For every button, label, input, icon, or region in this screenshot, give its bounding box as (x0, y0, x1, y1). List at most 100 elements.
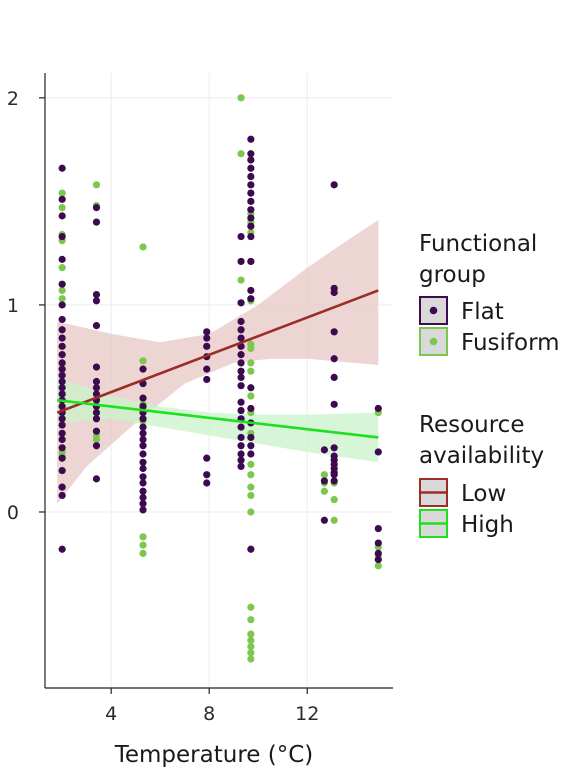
point-flat (237, 317, 245, 326)
point-flat (247, 433, 255, 442)
point-flat (92, 290, 101, 299)
point-flat (237, 433, 245, 442)
point-flat (237, 398, 245, 406)
point-flat (237, 423, 245, 431)
point-flat (374, 549, 382, 558)
point-flat (58, 301, 66, 309)
point-flat (92, 322, 101, 330)
point-flat (374, 524, 382, 533)
point-flat (237, 351, 245, 359)
point-flat (237, 299, 245, 307)
legend-label-flat: Flat (461, 299, 504, 325)
point-fusiform (247, 483, 255, 491)
confidence-bands (57, 220, 379, 504)
point-flat (203, 342, 211, 350)
point-flat (58, 365, 66, 373)
point-fusiform (247, 642, 255, 651)
point-flat (237, 367, 245, 375)
fit-line-high (57, 398, 379, 439)
point-fusiform (330, 495, 338, 504)
point-fusiform (374, 562, 382, 570)
point-flat (139, 429, 147, 437)
point-flat (58, 454, 66, 462)
point-flat (237, 359, 245, 367)
point-flat (92, 377, 101, 386)
point-flat (92, 475, 101, 483)
point-flat (139, 415, 147, 423)
point-flat (203, 471, 211, 479)
point-flat (237, 462, 245, 471)
x-tick-label: 12 (295, 703, 319, 725)
point-flat (247, 222, 255, 230)
point-flat (237, 450, 245, 458)
legend-title-resource-availability: availability (419, 443, 544, 469)
point-flat (237, 373, 245, 381)
confidence-band-low (57, 220, 379, 504)
point-flat (320, 446, 328, 454)
point-flat (247, 257, 255, 266)
y-tick-label: 1 (7, 295, 19, 317)
legend-dot-flat (429, 306, 438, 315)
point-flat (247, 181, 255, 189)
point-flat (247, 295, 255, 303)
point-flat (330, 288, 338, 297)
point-flat (320, 477, 328, 485)
fit-line-low (56, 289, 379, 414)
point-fusiform (58, 286, 66, 295)
point-flat (237, 406, 245, 415)
point-flat (247, 135, 255, 143)
legend-title-functional-group: Functional (419, 231, 537, 257)
point-flat (203, 454, 211, 462)
point-flat (58, 429, 66, 437)
legend-label-fusiform: Fusiform (461, 330, 560, 356)
point-flat (92, 384, 101, 392)
point-flat (237, 257, 245, 266)
point-flat (58, 435, 66, 444)
point-fusiform (247, 636, 255, 644)
point-flat (247, 150, 255, 158)
point-flat (247, 384, 255, 392)
legend-dot-fusiform (429, 337, 438, 346)
point-fusiform (92, 435, 101, 444)
point-fusiform (247, 359, 255, 367)
point-fusiform (247, 471, 255, 479)
point-flat (58, 384, 66, 392)
point-flat (139, 458, 147, 466)
point-flat (237, 232, 245, 241)
point-flat (139, 479, 147, 487)
point-flat (92, 415, 101, 423)
point-flat (58, 351, 66, 359)
point-flat (247, 189, 255, 197)
point-flat (58, 483, 66, 491)
legend-title-resource-availability: Resource (419, 412, 524, 438)
point-flat (58, 402, 66, 410)
point-flat (92, 442, 101, 450)
point-flat (58, 326, 66, 334)
point-flat (247, 214, 255, 222)
y-tick-label: 0 (7, 502, 19, 524)
point-flat (58, 415, 66, 423)
point-flat (237, 334, 245, 342)
point-flat (58, 491, 66, 500)
point-fusiform (247, 491, 255, 500)
point-flat (92, 427, 101, 435)
x-tick-label: 8 (203, 703, 215, 725)
point-fusiform (237, 94, 245, 102)
point-flat (92, 297, 101, 305)
point-flat (247, 450, 255, 458)
point-fusiform (139, 357, 147, 365)
point-flat (58, 545, 66, 553)
point-flat (203, 479, 211, 487)
point-flat (203, 334, 211, 342)
point-flat (247, 442, 255, 450)
point-fusiform (247, 649, 255, 657)
x-tick-label: 4 (105, 703, 117, 725)
point-flat (139, 423, 147, 431)
point-flat (58, 371, 66, 379)
point-flat (92, 203, 101, 212)
point-flat (58, 359, 66, 367)
point-fusiform (139, 541, 147, 549)
point-fusiform (320, 487, 328, 495)
